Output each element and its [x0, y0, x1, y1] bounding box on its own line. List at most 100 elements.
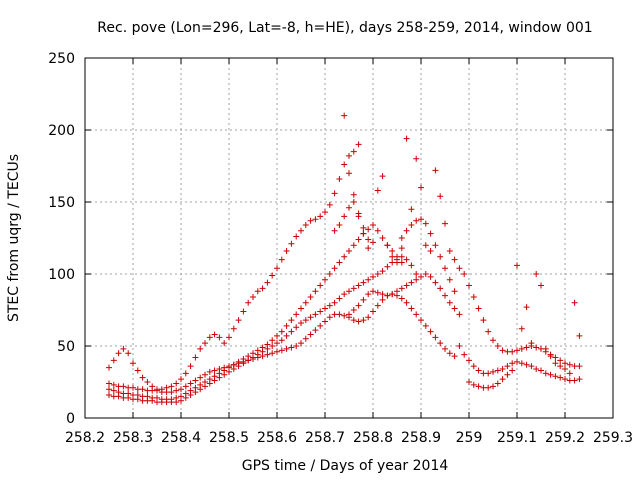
- data-point: [125, 390, 132, 397]
- data-point: [466, 282, 472, 289]
- data-point: [317, 282, 324, 289]
- data-point: [509, 360, 516, 367]
- data-point: [197, 381, 204, 388]
- data-point: [365, 314, 372, 321]
- data-point: [379, 296, 386, 303]
- data-point: [571, 377, 578, 384]
- data-point: [370, 308, 376, 315]
- data-point: [509, 367, 516, 374]
- data-point: [264, 341, 271, 348]
- data-point: [283, 345, 290, 352]
- data-point: [211, 367, 218, 374]
- data-point: [269, 337, 276, 344]
- data-point: [456, 265, 463, 272]
- data-point: [466, 379, 472, 385]
- data-point: [446, 276, 453, 283]
- data-point: [336, 222, 343, 229]
- data-point: [384, 292, 391, 299]
- data-point: [557, 357, 564, 364]
- data-point: [115, 350, 122, 357]
- data-point: [120, 383, 127, 390]
- data-point: [336, 175, 343, 182]
- data-point: [226, 363, 232, 370]
- data-point: [557, 363, 564, 370]
- data-point: [274, 265, 280, 272]
- data-point: [288, 240, 295, 247]
- data-point: [514, 262, 520, 269]
- data-point: [374, 289, 381, 296]
- data-point: [350, 285, 357, 292]
- data-point: [106, 364, 112, 371]
- data-point: [302, 335, 309, 342]
- data-point: [259, 353, 266, 360]
- data-point: [202, 379, 208, 385]
- data-point: [216, 334, 223, 341]
- data-point: [552, 354, 559, 361]
- data-point: [576, 363, 583, 370]
- x-axis-title: GPS time / Days of year 2014: [242, 458, 449, 474]
- data-point: [350, 148, 357, 155]
- y-tick-label: 150: [48, 195, 75, 211]
- data-point: [331, 190, 338, 197]
- data-point: [350, 317, 357, 324]
- data-point: [173, 394, 180, 401]
- data-point: [110, 381, 117, 388]
- data-point: [211, 373, 218, 380]
- data-point: [331, 265, 338, 272]
- data-point: [288, 328, 295, 335]
- data-point: [490, 383, 496, 390]
- data-point: [442, 220, 448, 227]
- data-point: [326, 201, 333, 208]
- data-point: [355, 210, 362, 217]
- data-point: [168, 389, 175, 396]
- data-point: [384, 242, 391, 249]
- data-point: [504, 363, 511, 370]
- data-point: [178, 393, 184, 400]
- y-tick-label: 0: [66, 411, 75, 427]
- data-point: [470, 294, 477, 301]
- data-point: [461, 271, 468, 277]
- data-points: [106, 112, 583, 406]
- data-point: [413, 276, 420, 283]
- data-point: [374, 271, 381, 277]
- data-point: [466, 357, 472, 364]
- data-point: [576, 332, 583, 339]
- data-point: [350, 199, 357, 205]
- data-point: [269, 343, 276, 349]
- data-point: [398, 295, 405, 302]
- data-point: [302, 317, 309, 324]
- data-point: [360, 224, 367, 231]
- data-point: [470, 363, 477, 370]
- data-point: [365, 291, 372, 298]
- data-point: [389, 253, 396, 260]
- data-point: [418, 184, 424, 191]
- data-point: [173, 387, 180, 394]
- data-point: [312, 311, 319, 318]
- data-point: [312, 288, 319, 295]
- axis-ticks: 258.2 258.3 258.4 258.5 258.6 258.7 258.8 258.9…: [48, 51, 633, 446]
- data-point: [206, 334, 213, 341]
- data-point: [365, 236, 372, 243]
- data-point: [374, 187, 381, 194]
- x-tick-label: 258.5: [209, 430, 249, 446]
- data-point: [398, 285, 405, 292]
- x-tick-label: 258.9: [401, 430, 441, 446]
- data-point: [274, 332, 280, 339]
- data-point: [418, 317, 424, 324]
- data-point: [173, 380, 180, 387]
- data-point: [298, 227, 304, 234]
- data-point: [269, 350, 276, 357]
- data-point: [216, 366, 223, 373]
- data-point: [283, 322, 290, 329]
- data-point: [202, 340, 208, 347]
- data-point: [355, 302, 362, 309]
- data-point: [149, 383, 156, 390]
- data-point: [259, 285, 266, 292]
- data-point: [451, 256, 458, 263]
- data-point: [365, 245, 372, 252]
- data-point: [437, 340, 444, 347]
- data-point: [542, 345, 549, 352]
- data-point: [317, 213, 324, 220]
- data-point: [331, 227, 338, 234]
